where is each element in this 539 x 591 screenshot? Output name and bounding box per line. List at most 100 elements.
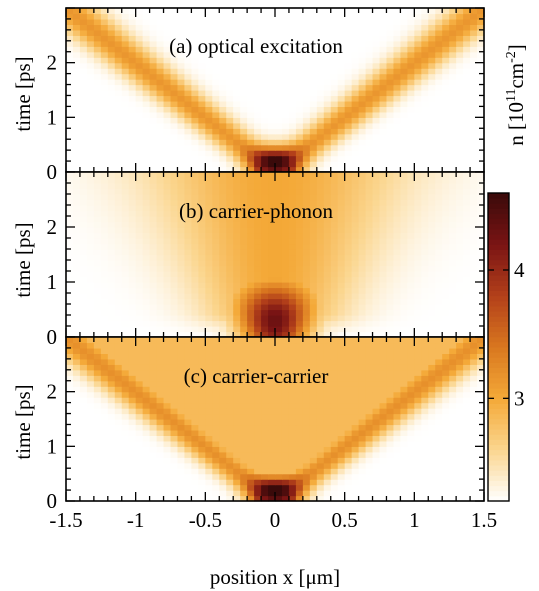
heatmap-cell: [316, 133, 325, 140]
heatmap-cell: [379, 282, 388, 289]
heatmap-cell: [142, 402, 151, 409]
heatmap-cell: [344, 24, 353, 31]
heatmap-cell: [142, 84, 151, 91]
heatmap-cell: [107, 79, 116, 86]
heatmap-cell: [205, 183, 213, 190]
heatmap-cell: [212, 8, 220, 15]
heatmap-cell: [275, 183, 283, 190]
heatmap-cell: [254, 435, 262, 442]
heatmap-cell: [212, 117, 220, 124]
heatmap-cell: [114, 331, 123, 338]
heatmap-cell: [358, 51, 367, 58]
heatmap-cell: [177, 24, 186, 31]
heatmap-cell: [414, 221, 422, 228]
heatmap-cell: [121, 128, 130, 135]
heatmap-cell: [379, 62, 388, 69]
heatmap-cell: [86, 479, 95, 486]
heatmap-cell: [254, 18, 262, 25]
heatmap-cell: [114, 468, 123, 475]
heatmap-cell: [212, 155, 220, 162]
heatmap-cell: [233, 462, 241, 469]
heatmap-cell: [400, 13, 408, 20]
heatmap-cell: [351, 249, 360, 256]
heatmap-cell: [414, 40, 422, 47]
heatmap-cell: [205, 484, 213, 491]
heatmap-cell: [233, 13, 241, 20]
heatmap-cell: [302, 249, 311, 256]
heatmap-cell: [281, 408, 290, 415]
heatmap-cell: [240, 473, 248, 480]
heatmap-cell: [177, 8, 186, 15]
heatmap-cell: [72, 287, 81, 294]
heatmap-cell: [316, 429, 325, 436]
heatmap-cell: [86, 276, 95, 283]
heatmap-cell: [407, 111, 415, 118]
heatmap-cell: [386, 473, 395, 480]
heatmap-cell: [421, 495, 429, 502]
heatmap-cell: [386, 24, 395, 31]
heatmap-cell: [240, 194, 248, 201]
heatmap-cell: [86, 177, 95, 184]
heatmap-cell: [449, 254, 457, 261]
heatmap-cell: [156, 419, 165, 426]
heatmap-cell: [330, 161, 339, 168]
heatmap-cell: [442, 495, 450, 502]
heatmap-cell: [128, 35, 137, 42]
heatmap-cell: [288, 57, 297, 64]
heatmap-cell: [330, 276, 339, 283]
heatmap-cell: [107, 495, 116, 502]
heatmap-cell: [219, 111, 227, 118]
heatmap-cell: [435, 210, 443, 217]
heatmap-cell: [302, 177, 311, 184]
heatmap-cell: [316, 221, 325, 228]
heatmap-cell: [135, 210, 144, 217]
heatmap-cell: [86, 232, 95, 239]
heatmap-cell: [135, 468, 144, 475]
heatmap-cell: [254, 161, 262, 168]
heatmap-cell: [149, 271, 158, 278]
heatmap-cell: [79, 51, 88, 58]
heatmap-cell: [226, 320, 234, 327]
heatmap-cell: [449, 24, 457, 31]
heatmap-cell: [421, 106, 429, 113]
heatmap-cell: [407, 216, 415, 223]
heatmap-cell: [100, 424, 109, 431]
heatmap-cell: [79, 484, 88, 491]
heatmap-cell: [302, 122, 311, 129]
heatmap-cell: [86, 293, 95, 300]
heatmap-cell: [316, 298, 325, 305]
heatmap-cell: [337, 161, 346, 168]
heatmap-cell: [268, 227, 276, 234]
heatmap-cell: [121, 243, 130, 250]
heatmap-cell: [421, 484, 429, 491]
heatmap-cell: [393, 326, 401, 333]
heatmap-cell: [288, 79, 297, 86]
heatmap-cell: [100, 276, 109, 283]
heatmap-cell: [114, 457, 123, 464]
heatmap-cell: [323, 282, 332, 289]
heatmap-cell: [330, 429, 339, 436]
heatmap-cell: [477, 473, 485, 480]
heatmap-cell: [79, 331, 88, 338]
heatmap-cell: [226, 451, 234, 458]
heatmap-cell: [177, 100, 186, 107]
heatmap-cell: [456, 194, 464, 201]
heatmap-cell: [463, 144, 471, 151]
heatmap-cell: [477, 139, 485, 146]
heatmap-cell: [177, 144, 186, 151]
heatmap-cell: [93, 462, 102, 469]
heatmap-cell: [281, 265, 290, 272]
heatmap-cell: [400, 57, 408, 64]
heatmap-cell: [337, 216, 346, 223]
heatmap-cell: [428, 457, 436, 464]
heatmap-cell: [372, 326, 381, 333]
heatmap-cell: [281, 68, 290, 75]
heatmap-cell: [442, 468, 450, 475]
heatmap-cell: [261, 117, 269, 124]
heatmap-cell: [365, 479, 374, 486]
heatmap-cell: [428, 265, 436, 272]
heatmap-cell: [302, 18, 311, 25]
heatmap-cell: [428, 51, 436, 58]
heatmap-cell: [100, 46, 109, 53]
heatmap-cell: [456, 106, 464, 113]
